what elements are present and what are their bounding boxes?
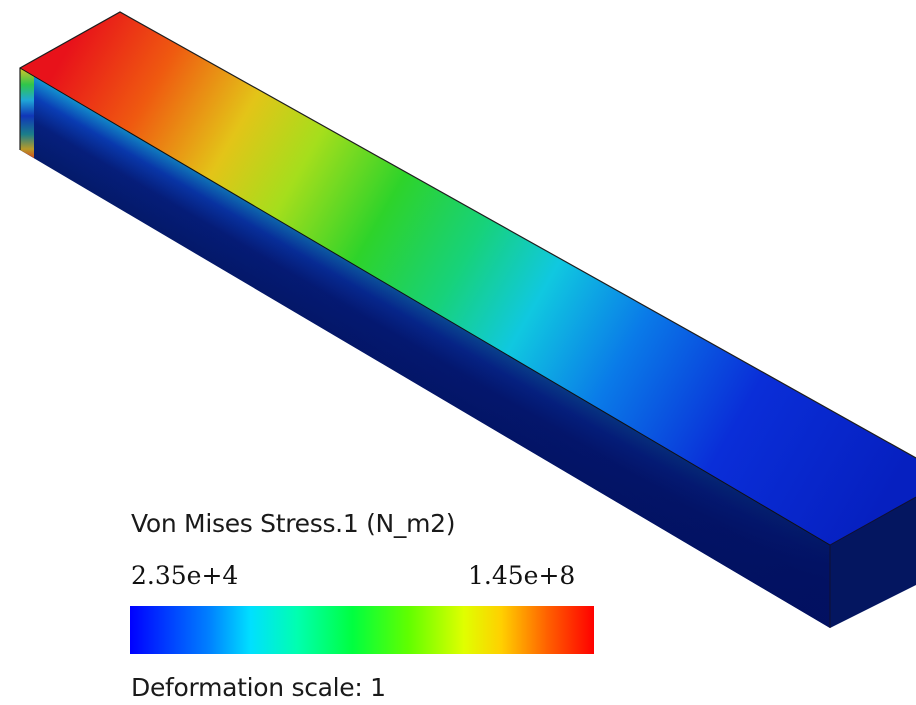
beam-side-shading — [20, 68, 830, 628]
beam-edges — [19, 11, 916, 459]
legend-colorbar — [130, 606, 594, 654]
deformation-scale-label: Deformation scale: 1 — [131, 673, 386, 702]
legend-title: Von Mises Stress.1 (N_m2) — [131, 509, 456, 538]
beam-end-face — [20, 68, 34, 158]
legend-min-value: 2.35e+4 — [131, 561, 239, 590]
beam-top-face — [20, 12, 916, 545]
beam-far-end-face — [830, 497, 916, 628]
beam-top-front-edge — [19, 67, 831, 546]
beam-end-top-edge — [829, 496, 916, 546]
legend-max-value: 1.45e+8 — [468, 561, 576, 590]
